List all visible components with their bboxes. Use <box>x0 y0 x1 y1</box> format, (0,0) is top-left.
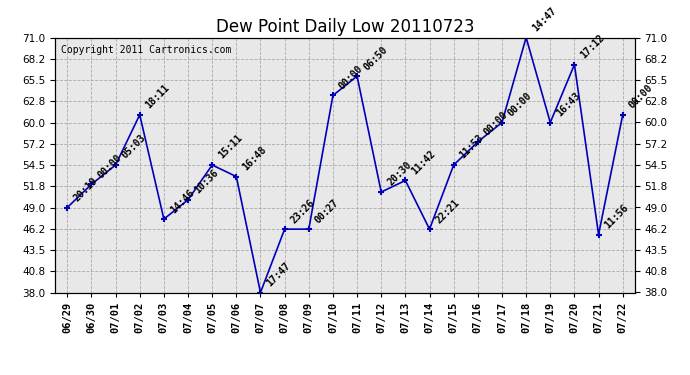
Text: 20:30: 20:30 <box>386 160 413 188</box>
Text: 00:00: 00:00 <box>337 63 365 91</box>
Text: 20:19: 20:19 <box>72 176 99 203</box>
Text: 16:43: 16:43 <box>555 90 582 118</box>
Text: 18:11: 18:11 <box>144 83 172 111</box>
Text: 22:21: 22:21 <box>434 197 462 225</box>
Text: 23:26: 23:26 <box>289 197 317 225</box>
Text: 11:42: 11:42 <box>410 148 437 176</box>
Text: 00:00: 00:00 <box>506 90 534 118</box>
Text: 00:27: 00:27 <box>313 197 341 225</box>
Text: 17:47: 17:47 <box>265 261 293 288</box>
Text: Copyright 2011 Cartronics.com: Copyright 2011 Cartronics.com <box>61 45 231 55</box>
Text: 00:00: 00:00 <box>482 110 510 138</box>
Title: Dew Point Daily Low 20110723: Dew Point Daily Low 20110723 <box>216 18 474 36</box>
Text: 06:50: 06:50 <box>362 44 389 72</box>
Text: 14:47: 14:47 <box>531 6 558 33</box>
Text: 00:00: 00:00 <box>96 152 124 180</box>
Text: 15:11: 15:11 <box>217 133 244 161</box>
Text: 11:53: 11:53 <box>458 133 486 161</box>
Text: 16:48: 16:48 <box>241 145 268 172</box>
Text: 05:03: 05:03 <box>120 133 148 161</box>
Text: 10:36: 10:36 <box>193 168 220 196</box>
Text: 00:00: 00:00 <box>627 83 655 111</box>
Text: 17:12: 17:12 <box>579 33 607 60</box>
Text: 11:56: 11:56 <box>603 202 631 230</box>
Text: 14:46: 14:46 <box>168 187 196 215</box>
